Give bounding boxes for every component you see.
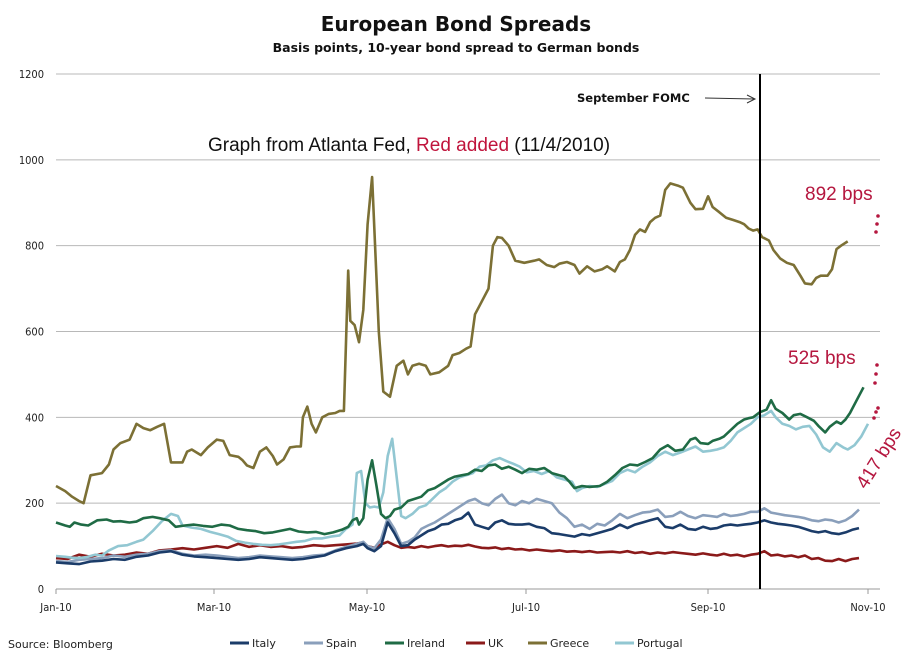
greece-extension-dot	[876, 214, 880, 218]
greece-extension-dot	[875, 222, 879, 226]
x-tick-label: May-10	[349, 601, 385, 614]
legend-item-ireland: Ireland	[385, 637, 445, 650]
legend-item-greece: Greece	[528, 637, 589, 650]
series-line-uk	[55, 540, 860, 563]
y-tick-label: 600	[25, 326, 44, 339]
ireland-extension-dot	[873, 381, 877, 385]
legend-item-uk: UK	[466, 637, 504, 650]
legend-item-italy: Italy	[230, 637, 276, 650]
series-line-greece	[55, 175, 849, 505]
overlay-note-suffix: (11/4/2010)	[509, 135, 610, 156]
y-tick-label: 800	[25, 240, 44, 253]
ireland-bps-label: 525 bps	[788, 348, 856, 369]
series-line-spain	[55, 493, 860, 564]
legend: Italy Spain Ireland UK Greece Portugal	[230, 637, 683, 650]
legend-label: Portugal	[637, 637, 683, 650]
legend-label: Greece	[550, 637, 589, 650]
portugal-extension-dot	[874, 410, 878, 414]
series-line-ireland	[55, 386, 865, 536]
legend-label: Italy	[252, 637, 276, 650]
y-tick-label: 1200	[19, 68, 44, 81]
x-tick-label: Sep-10	[691, 601, 726, 614]
legend-label: UK	[488, 637, 504, 650]
source-note: Source: Bloomberg	[8, 638, 113, 651]
x-tick-label: Jan-10	[39, 601, 71, 614]
dotted-extensions	[872, 214, 880, 420]
overlay-note: Graph from Atlanta Fed, Red added (11/4/…	[208, 135, 610, 156]
portugal-bps-label: 417 bps	[852, 424, 906, 492]
y-axis: 0 200 400 600 800 1000 1200	[19, 68, 44, 596]
chart-title: European Bond Spreads	[321, 12, 591, 36]
y-tick-label: 1000	[19, 154, 44, 167]
y-tick-label: 200	[25, 497, 44, 510]
fomc-label: September FOMC	[577, 91, 690, 105]
overlay-note-red: Red added	[416, 135, 509, 156]
x-tick-label: Jul-10	[511, 601, 540, 614]
legend-label: Spain	[326, 637, 357, 650]
legend-label: Ireland	[407, 637, 445, 650]
series-lines	[55, 175, 870, 566]
x-tick-label: Nov-10	[850, 601, 885, 614]
portugal-extension-dot	[876, 406, 880, 410]
greece-extension-dot	[874, 230, 878, 234]
y-tick-label: 0	[38, 583, 44, 596]
x-axis: Jan-10 Mar-10 May-10 Jul-10 Sep-10 Nov-10	[39, 588, 886, 614]
ireland-extension-dot	[875, 363, 879, 367]
legend-item-spain: Spain	[304, 637, 357, 650]
overlay-note-prefix: Graph from Atlanta Fed,	[208, 135, 416, 156]
chart-subtitle: Basis points, 10-year bond spread to Ger…	[273, 40, 640, 55]
gridlines	[56, 73, 880, 504]
y-tick-label: 400	[25, 411, 44, 424]
ireland-extension-dot	[874, 372, 878, 376]
series-line-italy	[55, 511, 860, 566]
greece-bps-label: 892 bps	[805, 184, 873, 205]
portugal-extension-dot	[872, 416, 876, 420]
x-tick-label: Mar-10	[197, 601, 231, 614]
legend-item-portugal: Portugal	[615, 637, 683, 650]
series-line-portugal	[55, 409, 870, 560]
fomc-arrow-icon	[704, 94, 757, 104]
